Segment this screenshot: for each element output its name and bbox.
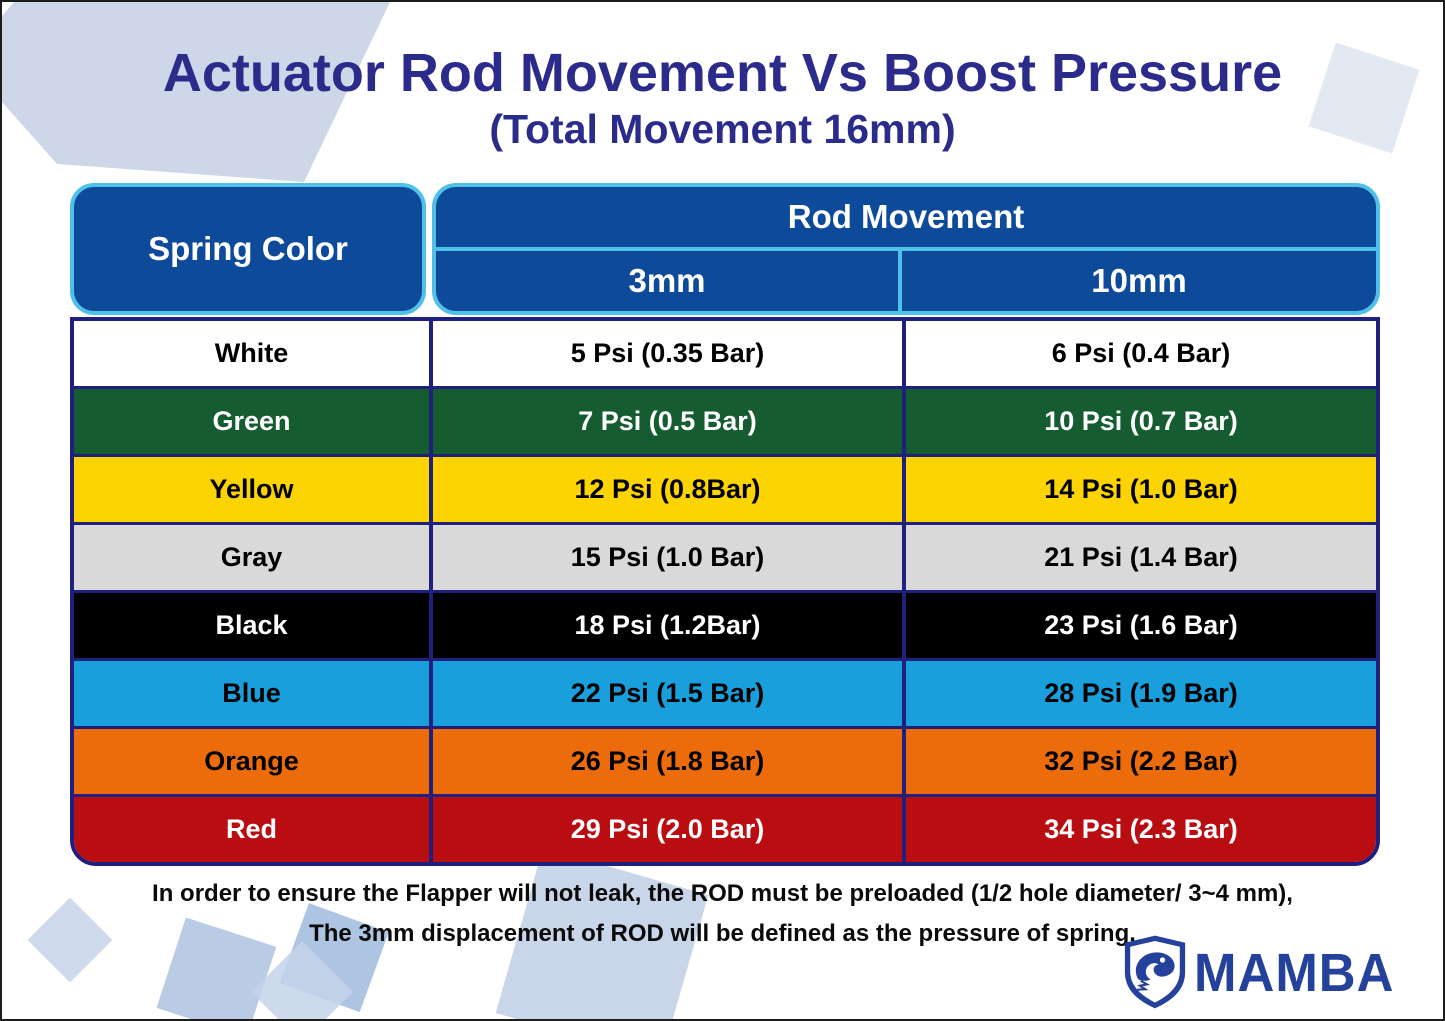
cell-spring-color: Yellow (74, 457, 433, 522)
mamba-shield-snake-icon (1124, 935, 1186, 1009)
cell-psi-10mm: 34 Psi (2.3 Bar) (1044, 814, 1238, 844)
cell-spring-color: Blue (74, 661, 433, 726)
table-body: White 5 Psi (0.35 Bar) 6 Psi (0.4 Bar) G… (70, 317, 1380, 866)
table-row-white: White 5 Psi (0.35 Bar) 6 Psi (0.4 Bar) (74, 321, 1376, 386)
table-row-orange: Orange 26 Psi (1.8 Bar) 32 Psi (2.2 Bar) (74, 726, 1376, 794)
cell-spring-color: Black (74, 593, 433, 658)
cell-psi-3mm: 29 Psi (2.0 Bar) (433, 797, 906, 862)
cell-psi-3mm: 22 Psi (1.5 Bar) (433, 661, 906, 726)
table-row-blue: Blue 22 Psi (1.5 Bar) 28 Psi (1.9 Bar) (74, 658, 1376, 726)
cell-spring-color: Red (74, 797, 433, 862)
table-row-gray: Gray 15 Psi (1.0 Bar) 21 Psi (1.4 Bar) (74, 522, 1376, 590)
page-subtitle: (Total Movement 16mm) (489, 106, 956, 152)
deco-square-bottom-center (495, 847, 709, 1019)
table-row-black: Black 18 Psi (1.2Bar) 23 Psi (1.6 Bar) (74, 590, 1376, 658)
cell-psi-10mm: 21 Psi (1.4 Bar) (1044, 542, 1238, 572)
table-row-green: Green 7 Psi (0.5 Bar) 10 Psi (0.7 Bar) (74, 386, 1376, 454)
cell-psi-3mm: 12 Psi (0.8Bar) (433, 457, 906, 522)
cell-spring-color: White (74, 321, 433, 386)
deco-diamond-bottom-left (27, 897, 113, 983)
cell-psi-10mm: 28 Psi (1.9 Bar) (1044, 678, 1238, 708)
header-spring-color: Spring Color (70, 183, 426, 315)
header-rod-movement-label: Rod Movement (436, 187, 1376, 251)
header-10mm: 10mm (1091, 262, 1187, 299)
deco-square-bottom-1 (156, 917, 277, 1019)
cell-psi-10mm: 10 Psi (0.7 Bar) (1044, 406, 1238, 436)
cell-psi-3mm: 26 Psi (1.8 Bar) (433, 729, 906, 794)
header-3mm: 3mm (436, 251, 902, 311)
cell-psi-3mm: 15 Psi (1.0 Bar) (433, 525, 906, 590)
cell-psi-10mm: 23 Psi (1.6 Bar) (1044, 610, 1238, 640)
footer-note-line1: In order to ensure the Flapper will not … (152, 880, 1293, 907)
footer-note-line2: The 3mm displacement of ROD will be defi… (309, 920, 1136, 947)
cell-psi-3mm: 5 Psi (0.35 Bar) (433, 321, 906, 386)
cell-psi-3mm: 18 Psi (1.2Bar) (433, 593, 906, 658)
deco-hexagon-top-left (2, 2, 390, 182)
brand-logo-text: MAMBA (1194, 942, 1395, 1002)
deco-square-top-right (1308, 42, 1420, 154)
page-title: Actuator Rod Movement Vs Boost Pressure (162, 43, 1283, 103)
cell-psi-10mm: 32 Psi (2.2 Bar) (1044, 746, 1238, 776)
cell-psi-10mm: 14 Psi (1.0 Bar) (1044, 474, 1238, 504)
cell-spring-color: Gray (74, 525, 433, 590)
header-sub-row: 3mm 10mm (436, 251, 1376, 311)
header-rod-movement: Rod Movement 3mm 10mm (432, 183, 1380, 315)
cell-psi-3mm: 7 Psi (0.5 Bar) (433, 389, 906, 454)
brand-logo: MAMBA (1124, 930, 1394, 1014)
cell-psi-10mm: 6 Psi (0.4 Bar) (1051, 338, 1231, 368)
header-spring-color-label: Spring Color (148, 230, 348, 267)
footer-note: In order to ensure the Flapper will not … (2, 874, 1443, 954)
table-row-yellow: Yellow 12 Psi (0.8Bar) 14 Psi (1.0 Bar) (74, 454, 1376, 522)
table-row-red: Red 29 Psi (2.0 Bar) 34 Psi (2.3 Bar) (74, 794, 1376, 862)
cell-spring-color: Orange (74, 729, 433, 794)
cell-spring-color: Green (74, 389, 433, 454)
